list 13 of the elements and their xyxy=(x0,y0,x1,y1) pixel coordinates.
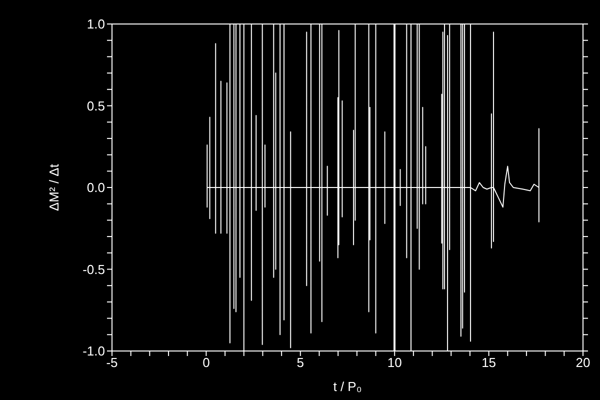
x-tick-label: 0 xyxy=(202,355,210,370)
y-tick-label: -1.0 xyxy=(82,344,105,359)
y-tick-label: 1.0 xyxy=(86,16,105,32)
x-axis-title: t / P₀ xyxy=(333,379,362,394)
x-tick-label: 20 xyxy=(576,355,590,370)
x-tick-label: 10 xyxy=(387,355,402,370)
x-tick-label: 5 xyxy=(296,355,304,370)
y-tick-label: 0.5 xyxy=(86,98,105,114)
x-tick-label: 15 xyxy=(482,355,496,370)
x-tick-label: -5 xyxy=(106,355,118,370)
y-axis-title: ΔM² / Δt xyxy=(46,164,62,211)
y-tick-label: 0.0 xyxy=(86,180,105,196)
y-tick-label: -0.5 xyxy=(82,262,105,277)
